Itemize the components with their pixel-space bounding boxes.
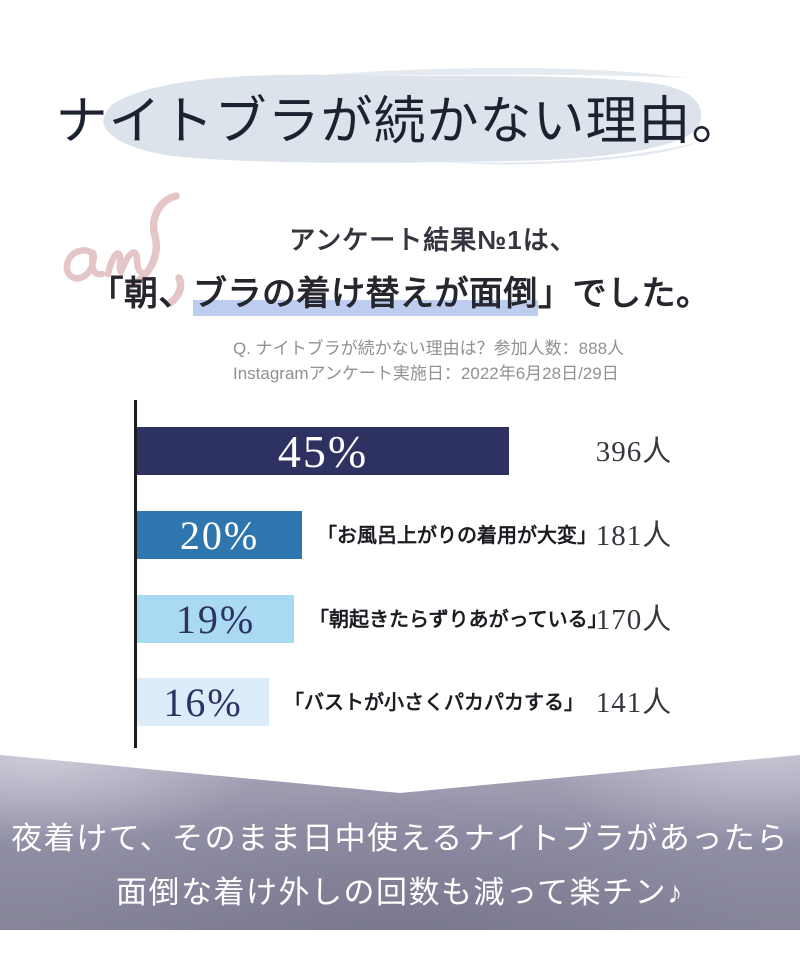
- brush-stroke-main: [103, 74, 702, 163]
- bar-20-percent: 20%: [137, 511, 302, 559]
- answer-suffix: 」でした。: [538, 275, 711, 313]
- footer-banner: 夜着けて、そのまま日中使えるナイトブラがあったら 面倒な着け外しの回数も減って楽…: [0, 755, 800, 930]
- bar-row-3: 19% 「朝起きたらずりあがっている」 170人: [0, 595, 800, 643]
- answer-prefix: 「朝、: [89, 275, 193, 313]
- bar-count-label: 396人: [595, 436, 673, 468]
- bar-category-label: 「バストが小さくパカパカする」: [284, 692, 584, 714]
- bar-percent-label: 20%: [179, 512, 260, 558]
- bar-row-1: 45% 396人: [0, 425, 800, 477]
- bar-45-percent: 45%: [137, 425, 509, 477]
- survey-answer-headline: 「朝、ブラの着け替えが面倒」でした。: [0, 266, 800, 316]
- survey-result-lead: アンケート結果№1は、: [289, 225, 577, 255]
- survey-note-date: Instagramアンケート実施日：2022年6月28日/29日: [233, 364, 619, 383]
- survey-note: Q. ナイトブラが続かない理由は？参加人数：888人 Instagramアンケー…: [233, 336, 624, 386]
- bar-category-label: 「朝起きたらずりあがっている」: [309, 609, 608, 631]
- brush-streak-top: [312, 68, 686, 78]
- script-letter-s: [126, 192, 180, 290]
- bar-row-2: 20% 「お風呂上がりの着用が大変」 181人: [0, 511, 800, 559]
- bar-category-label: 「お風呂上がりの着用が大変」: [317, 525, 597, 547]
- bar-percent-label: 16%: [163, 679, 243, 725]
- page-title: ナイトブラが続かない理由。: [55, 94, 745, 151]
- ans-script-decoration: [63, 192, 185, 307]
- chart-axis-line: [134, 400, 137, 748]
- script-letter-a: [63, 247, 106, 282]
- script-comma: [166, 274, 185, 307]
- bar-count-label: 141人: [595, 687, 673, 719]
- bar-row-4: 16% 「バストが小さくパカパカする」 141人: [0, 678, 800, 726]
- bar-16-percent: 16%: [137, 678, 269, 726]
- footer-message-line2: 面倒な着け外しの回数も減って楽チン♪: [116, 875, 684, 910]
- footer-message: 夜着けて、そのまま日中使えるナイトブラがあったら 面倒な着け外しの回数も減って楽…: [0, 755, 800, 920]
- survey-note-question: Q. ナイトブラが続かない理由は？参加人数：888人: [233, 339, 625, 358]
- brush-streak-bottom: [442, 142, 698, 165]
- brush-stroke-decoration: [103, 68, 702, 165]
- script-letter-n: [104, 249, 145, 278]
- bar-percent-label: 45%: [277, 425, 369, 477]
- bar-percent-label: 19%: [175, 596, 256, 642]
- footer-message-line1: 夜着けて、そのまま日中使えるナイトブラがあったら: [11, 821, 789, 856]
- bar-19-percent: 19%: [137, 595, 294, 643]
- bar-count-label: 170人: [595, 604, 673, 636]
- bar-count-label: 181人: [595, 520, 673, 552]
- answer-highlighted-text: ブラの着け替えが面倒: [193, 275, 538, 316]
